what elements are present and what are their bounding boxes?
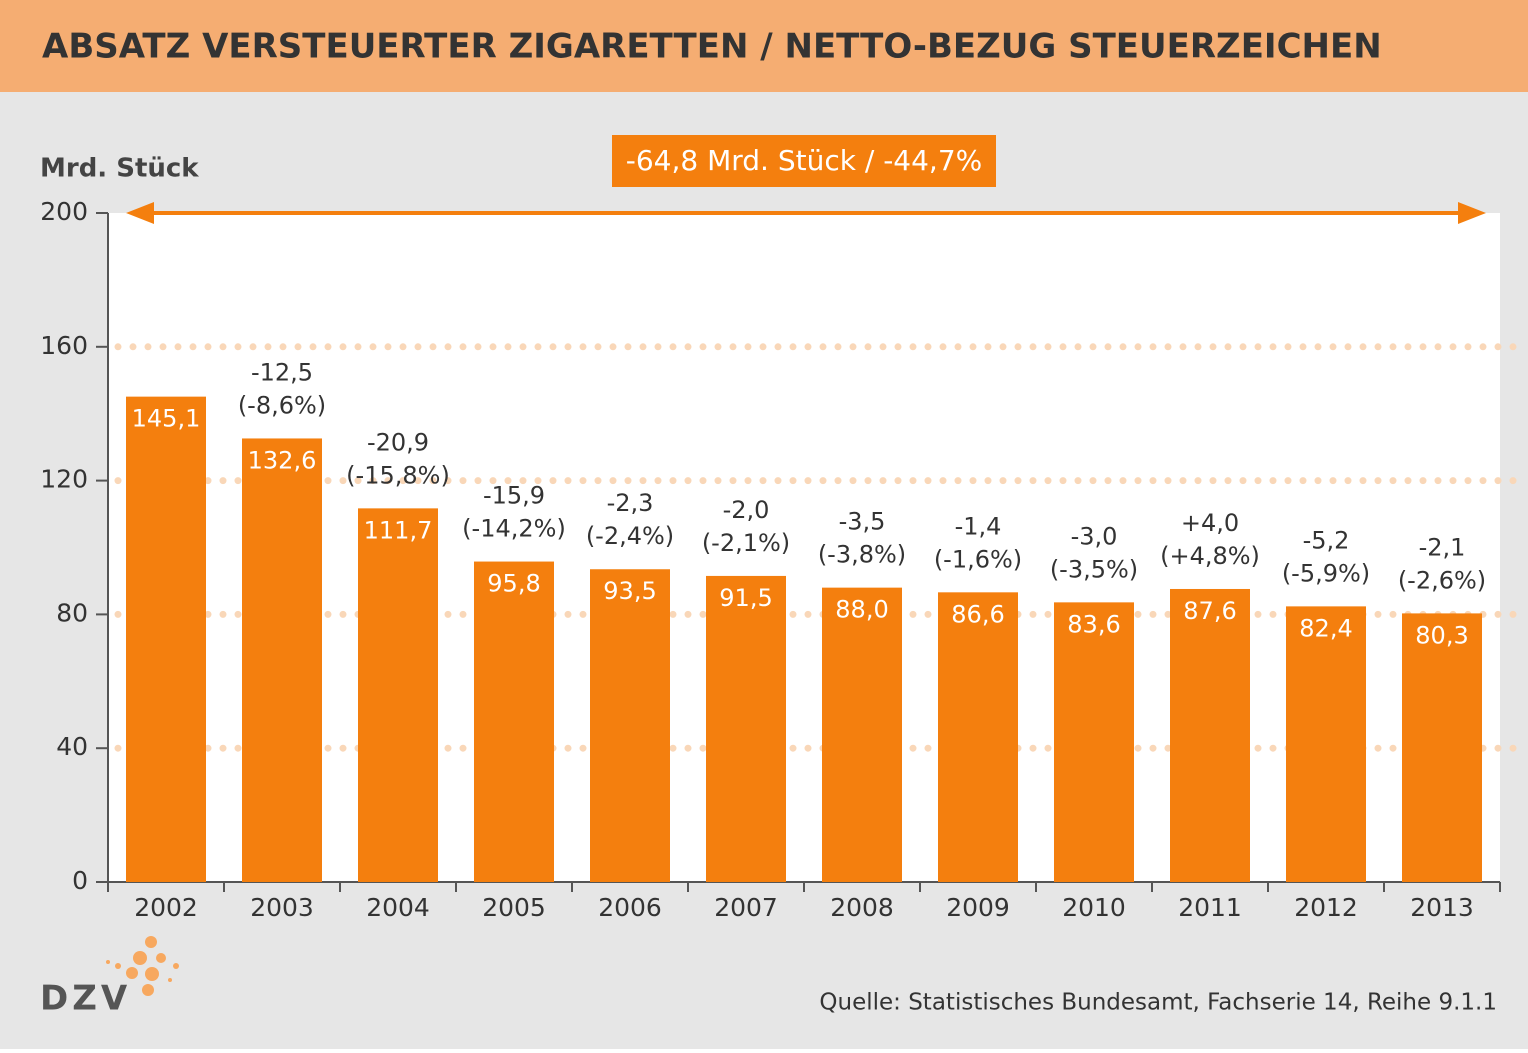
value-label: 111,7 (364, 516, 433, 544)
x-tick-label: 2010 (1062, 893, 1126, 922)
x-tick-label: 2008 (830, 893, 894, 922)
y-tick-label: 160 (40, 331, 88, 360)
change-label: -1,4 (955, 512, 1002, 540)
change-pct-label: (-14,2%) (462, 515, 566, 543)
change-label: -12,5 (251, 358, 313, 386)
annotation-box (612, 135, 996, 187)
bar (1286, 606, 1366, 882)
x-tick-label: 2011 (1178, 893, 1242, 922)
bar (590, 569, 670, 882)
value-label: 93,5 (603, 577, 656, 605)
x-tick-label: 2004 (366, 893, 430, 922)
bar (474, 561, 554, 882)
bar (822, 587, 902, 882)
value-label: 95,8 (487, 570, 540, 598)
x-tick-label: 2006 (598, 893, 662, 922)
change-pct-label: (-3,5%) (1050, 555, 1138, 583)
x-tick-label: 2002 (134, 893, 198, 922)
change-pct-label: (-2,1%) (702, 529, 790, 557)
change-label: -5,2 (1303, 526, 1350, 554)
change-label: -2,3 (607, 489, 654, 517)
chart-title: ABSATZ VERSTEUERTER ZIGARETTEN / NETTO-B… (42, 27, 1382, 67)
change-pct-label: (+4,8%) (1160, 542, 1260, 570)
change-pct-label: (-15,8%) (346, 461, 450, 489)
x-tick-label: 2012 (1294, 893, 1358, 922)
bar (1054, 602, 1134, 882)
change-label: +4,0 (1181, 509, 1239, 537)
y-tick-label: 200 (40, 197, 88, 226)
value-label: 88,0 (835, 596, 888, 624)
bar (1170, 588, 1250, 882)
value-label: 145,1 (132, 405, 201, 433)
bar (706, 575, 786, 882)
source: Quelle: Statistisches Bundesamt, Fachser… (819, 990, 1497, 1016)
arrow-head (126, 202, 154, 224)
annotation: -64,8 Mrd. Stück / -44,7% (626, 144, 983, 177)
change-pct-label: (-1,6%) (934, 545, 1022, 573)
arrow-head (1458, 202, 1486, 224)
bar (358, 508, 438, 882)
logo (106, 936, 179, 996)
value-label: 86,6 (951, 600, 1004, 628)
value-label: 87,6 (1183, 597, 1236, 625)
x-tick-label: 2005 (482, 893, 546, 922)
change-label: -3,0 (1071, 522, 1118, 550)
value-label: 132,6 (248, 446, 317, 474)
change-label: -20,9 (367, 428, 429, 456)
y-tick-label: 0 (72, 866, 88, 895)
bar (938, 592, 1018, 882)
logo-text: DZV (40, 979, 131, 1019)
value-label: 91,5 (719, 584, 772, 612)
change-pct-label: (-8,6%) (238, 391, 326, 419)
value-label: 80,3 (1415, 621, 1468, 649)
change-label: -3,5 (839, 508, 886, 536)
x-tick-label: 2007 (714, 893, 778, 922)
x-tick-label: 2013 (1410, 893, 1474, 922)
change-pct-label: (-3,8%) (818, 541, 906, 569)
plot-area (108, 213, 1500, 882)
change-pct-label: (-5,9%) (1282, 559, 1370, 587)
y-tick-label: 40 (56, 732, 88, 761)
y-tick-label: 120 (40, 465, 88, 494)
y-tick-label: 80 (56, 598, 88, 627)
y-axis-label: Mrd. Stück (40, 154, 199, 184)
change-label: -2,0 (723, 496, 770, 524)
bar (126, 396, 206, 882)
change-pct-label: (-2,6%) (1398, 566, 1486, 594)
x-tick-label: 2003 (250, 893, 314, 922)
change-label: -15,9 (483, 482, 545, 510)
value-label: 83,6 (1067, 610, 1120, 638)
bar (1402, 613, 1482, 882)
bar (242, 438, 322, 882)
value-label: 82,4 (1299, 614, 1352, 642)
change-pct-label: (-2,4%) (586, 522, 674, 550)
change-label: -2,1 (1419, 533, 1466, 561)
x-tick-label: 2009 (946, 893, 1010, 922)
header (0, 0, 1528, 92)
